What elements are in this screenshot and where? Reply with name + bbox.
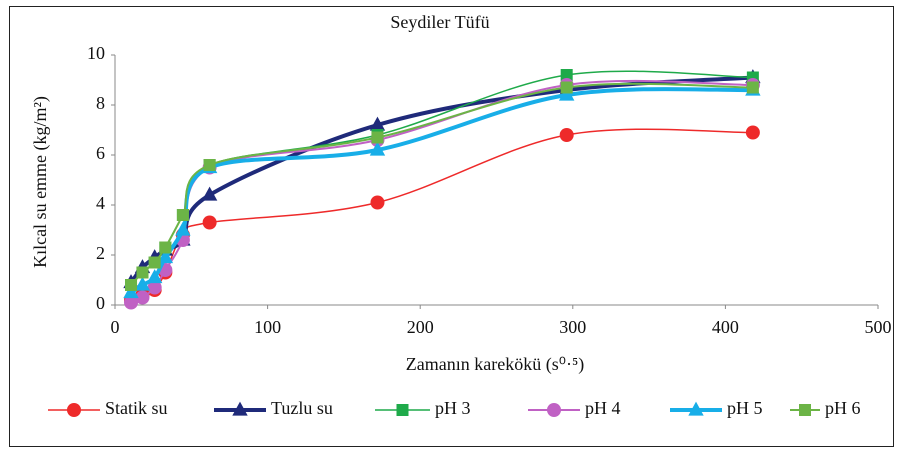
x-tick-label: 200 bbox=[407, 317, 434, 337]
marker bbox=[203, 159, 216, 171]
marker bbox=[124, 295, 139, 310]
chart-title: Seydiler Tüfü bbox=[390, 12, 489, 32]
legend-marker bbox=[232, 401, 248, 416]
marker bbox=[157, 249, 174, 264]
marker bbox=[123, 284, 139, 299]
marker bbox=[201, 186, 218, 201]
marker bbox=[159, 241, 172, 254]
legend-label: pH 3 bbox=[435, 398, 471, 418]
marker bbox=[202, 215, 217, 230]
marker bbox=[175, 221, 191, 236]
x-axis-label: Zamanın karekökü (s⁰·⁵) bbox=[406, 354, 584, 375]
x-tick-label: 500 bbox=[865, 317, 892, 337]
marker bbox=[146, 269, 163, 284]
legend-marker bbox=[67, 403, 81, 417]
y-tick-label: 8 bbox=[96, 93, 105, 113]
legend-label: pH 4 bbox=[585, 398, 621, 418]
y-tick-label: 0 bbox=[96, 293, 105, 313]
frame bbox=[9, 6, 894, 447]
series-line bbox=[130, 128, 753, 301]
marker bbox=[558, 86, 575, 101]
legend-marker bbox=[396, 404, 409, 416]
y-tick-label: 2 bbox=[96, 243, 105, 263]
marker bbox=[560, 81, 573, 94]
legend-label: pH 6 bbox=[825, 398, 861, 418]
series-line bbox=[130, 70, 753, 286]
marker bbox=[559, 128, 574, 142]
y-tick-label: 6 bbox=[96, 143, 105, 163]
marker bbox=[560, 69, 573, 81]
x-tick-label: 400 bbox=[712, 317, 739, 337]
marker bbox=[369, 116, 386, 131]
marker bbox=[147, 280, 162, 295]
legend-marker bbox=[799, 404, 811, 416]
y-tick-label: 10 bbox=[87, 43, 105, 63]
marker bbox=[369, 141, 386, 156]
marker bbox=[370, 195, 385, 210]
legend-label: pH 5 bbox=[727, 398, 763, 418]
legend-marker bbox=[688, 401, 704, 416]
marker bbox=[176, 209, 189, 221]
legend-label: Tuzlu su bbox=[271, 398, 333, 418]
marker bbox=[134, 276, 151, 291]
marker bbox=[371, 131, 384, 144]
legend-marker bbox=[547, 403, 561, 417]
marker bbox=[745, 125, 760, 140]
y-tick-label: 4 bbox=[96, 193, 105, 213]
legend-label: Statik su bbox=[105, 398, 168, 418]
marker bbox=[148, 256, 161, 269]
y-axis-label: Kılcal su emme (kg/m²) bbox=[30, 96, 51, 268]
x-tick-label: 300 bbox=[559, 317, 586, 337]
x-tick-label: 0 bbox=[111, 317, 120, 337]
marker bbox=[135, 290, 150, 305]
marker bbox=[136, 266, 149, 279]
marker bbox=[746, 81, 759, 94]
marker bbox=[125, 279, 138, 291]
x-tick-label: 100 bbox=[254, 317, 281, 337]
